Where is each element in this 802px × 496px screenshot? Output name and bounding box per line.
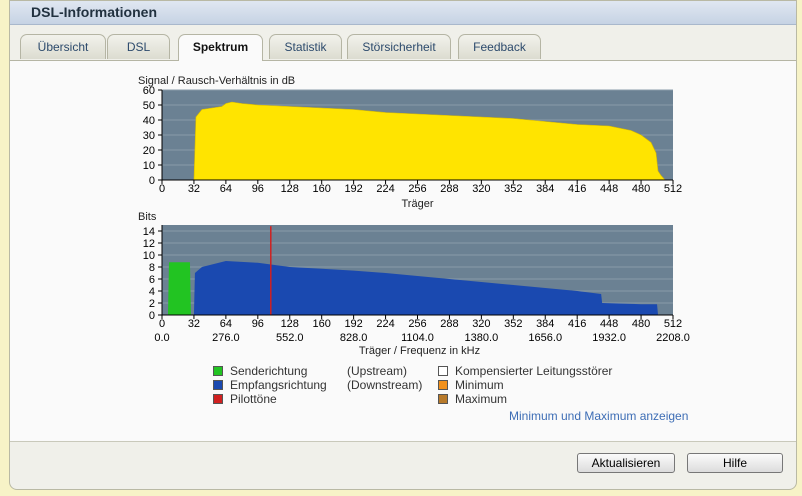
refresh-button[interactable]: Aktualisieren <box>577 453 675 473</box>
tab-bar: Übersicht DSL Spektrum Statistik Störsic… <box>20 34 796 61</box>
legend-label-maximum: Maximum <box>455 392 508 406</box>
help-button[interactable]: Hilfe <box>687 453 783 473</box>
title-bar: DSL-Informationen <box>10 1 796 25</box>
legend-swatch-downstream <box>213 380 223 390</box>
tab-stoersicherheit[interactable]: Störsicherheit <box>347 34 451 59</box>
legend-swatch-minimum <box>438 380 448 390</box>
legend-label-minimum: Minimum <box>455 378 504 392</box>
legend-swatch-upstream <box>213 366 223 376</box>
legend-label-downstream: Empfangsrichtung <box>230 378 327 392</box>
snr-chart-title: Signal / Rausch-Verhältnis in dB <box>138 75 296 87</box>
tab-dsl[interactable]: DSL <box>107 34 170 59</box>
tab-uebersicht[interactable]: Übersicht <box>20 34 106 59</box>
legend-swatch-maximum <box>438 394 448 404</box>
legend-label-compensated: Kompensierter Leitungsstörer <box>455 364 613 378</box>
legend-extra-downstream: (Downstream) <box>347 378 423 392</box>
tab-statistik[interactable]: Statistik <box>269 34 342 59</box>
tab-feedback[interactable]: Feedback <box>458 34 541 59</box>
bits-chart-title: Bits <box>138 211 157 223</box>
page-title: DSL-Informationen <box>31 4 157 20</box>
legend-label-upstream: Senderichtung <box>230 364 308 378</box>
legend-swatch-pilot <box>213 394 223 404</box>
legend-swatch-compensated <box>438 366 448 376</box>
legend-extra-upstream: (Upstream) <box>347 364 408 378</box>
show-min-max-link[interactable]: Minimum und Maximum anzeigen <box>509 409 689 423</box>
tab-spektrum[interactable]: Spektrum <box>178 34 263 61</box>
legend-label-pilot: Pilottöne <box>230 392 277 406</box>
